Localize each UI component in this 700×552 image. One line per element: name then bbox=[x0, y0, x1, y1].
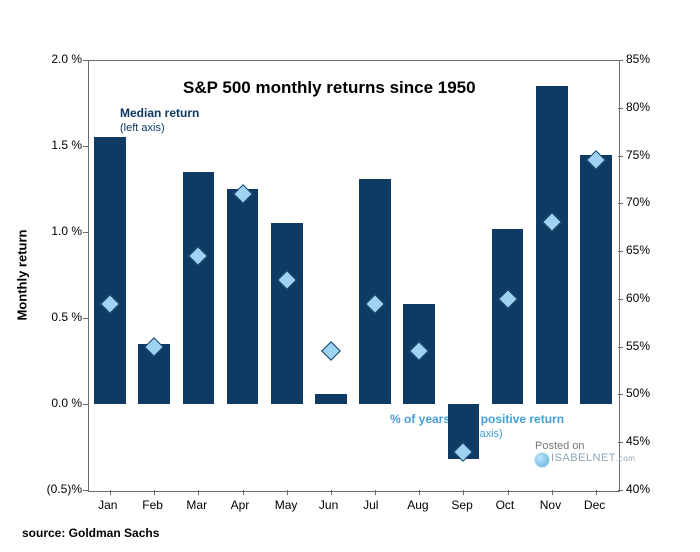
y-left-tick bbox=[83, 60, 88, 61]
x-tick-label: Feb bbox=[142, 498, 163, 512]
x-tick-label: Oct bbox=[496, 498, 515, 512]
x-tick bbox=[596, 490, 597, 495]
x-tick-label: Aug bbox=[407, 498, 428, 512]
bar bbox=[492, 229, 524, 404]
bar bbox=[94, 137, 126, 404]
y-left-axis-label: Monthly return bbox=[15, 230, 30, 321]
y-right-tick bbox=[618, 108, 623, 109]
posted-on: Posted on ISABELNET.com bbox=[535, 440, 635, 464]
x-tick bbox=[110, 490, 111, 495]
x-tick-label: Jun bbox=[319, 498, 338, 512]
y-right-tick bbox=[618, 251, 623, 252]
y-left-tick-label: 2.0 % bbox=[51, 52, 82, 66]
y-right-tick-label: 80% bbox=[626, 100, 650, 114]
posted-on-text: Posted on bbox=[535, 440, 585, 452]
x-tick bbox=[154, 490, 155, 495]
y-left-tick-label: 0.0 % bbox=[51, 396, 82, 410]
bar bbox=[359, 179, 391, 404]
y-left-tick bbox=[83, 404, 88, 405]
y-left-tick-label: 1.5 % bbox=[51, 138, 82, 152]
x-tick bbox=[198, 490, 199, 495]
y-right-tick-label: 40% bbox=[626, 482, 650, 496]
posted-site: ISABELNET bbox=[551, 452, 616, 464]
x-tick-label: Sep bbox=[451, 498, 472, 512]
y-right-tick-label: 45% bbox=[626, 434, 650, 448]
x-tick bbox=[243, 490, 244, 495]
y-left-tick bbox=[83, 490, 88, 491]
y-right-tick bbox=[618, 347, 623, 348]
x-tick-label: May bbox=[275, 498, 298, 512]
x-tick bbox=[331, 490, 332, 495]
chart-title: S&P 500 monthly returns since 1950 bbox=[183, 78, 476, 98]
x-tick-label: Dec bbox=[584, 498, 605, 512]
y-right-tick bbox=[618, 203, 623, 204]
y-left-tick-label: 1.0 % bbox=[51, 224, 82, 238]
y-right-tick bbox=[618, 156, 623, 157]
y-right-tick-label: 65% bbox=[626, 243, 650, 257]
legend-median-return: Median return (left axis) bbox=[120, 106, 199, 136]
y-left-tick-label: (0.5)% bbox=[47, 482, 82, 496]
x-tick bbox=[552, 490, 553, 495]
y-left-tick-label: 0.5 % bbox=[51, 310, 82, 324]
y-right-tick-label: 50% bbox=[626, 386, 650, 400]
y-right-tick-label: 75% bbox=[626, 148, 650, 162]
legend-median-return-sub: (left axis) bbox=[120, 122, 165, 134]
chart-canvas: S&P 500 monthly returns since 1950 Month… bbox=[0, 0, 700, 552]
x-tick-label: Jan bbox=[98, 498, 117, 512]
x-tick-label: Mar bbox=[186, 498, 207, 512]
y-left-tick bbox=[83, 232, 88, 233]
x-tick bbox=[375, 490, 376, 495]
y-right-tick-label: 70% bbox=[626, 195, 650, 209]
source-text: source: Goldman Sachs bbox=[22, 526, 159, 540]
y-left-tick bbox=[83, 146, 88, 147]
x-tick bbox=[508, 490, 509, 495]
y-right-tick bbox=[618, 442, 623, 443]
y-right-tick-label: 55% bbox=[626, 339, 650, 353]
x-tick bbox=[463, 490, 464, 495]
y-right-tick bbox=[618, 299, 623, 300]
x-tick bbox=[287, 490, 288, 495]
y-left-tick bbox=[83, 318, 88, 319]
bar bbox=[315, 394, 347, 404]
y-right-tick-label: 85% bbox=[626, 52, 650, 66]
y-right-tick bbox=[618, 490, 623, 491]
y-right-tick bbox=[618, 60, 623, 61]
bar bbox=[271, 223, 303, 404]
bar bbox=[227, 189, 259, 404]
bar bbox=[183, 172, 215, 404]
posted-tld: .com bbox=[616, 454, 635, 463]
y-right-tick bbox=[618, 394, 623, 395]
bar bbox=[536, 86, 568, 404]
globe-icon bbox=[535, 453, 549, 467]
bar bbox=[580, 155, 612, 404]
legend-median-return-text: Median return bbox=[120, 106, 199, 120]
x-tick-label: Nov bbox=[540, 498, 561, 512]
x-tick-label: Jul bbox=[363, 498, 378, 512]
x-tick bbox=[419, 490, 420, 495]
x-tick-label: Apr bbox=[231, 498, 250, 512]
y-right-tick-label: 60% bbox=[626, 291, 650, 305]
